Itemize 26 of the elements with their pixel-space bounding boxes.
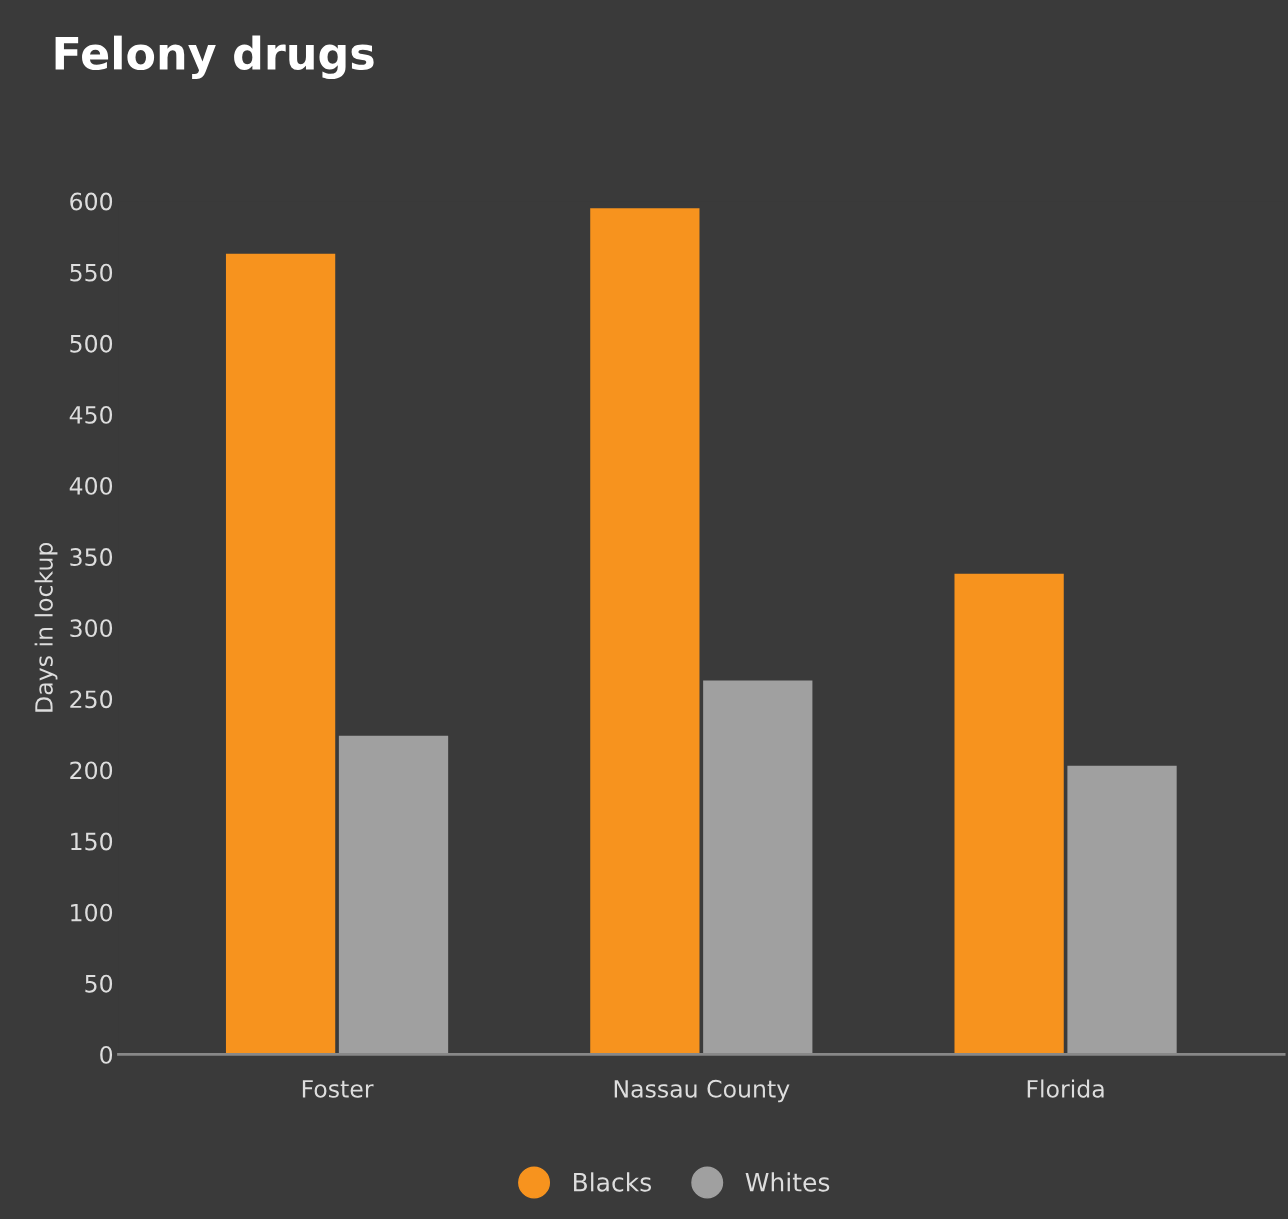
legend-label: Blacks — [574, 1172, 652, 1192]
y-tick-label: 300 — [70, 619, 113, 638]
y-tick-label: 200 — [70, 761, 113, 780]
y-tick-label: 400 — [69, 477, 113, 495]
y-tick-label: 550 — [70, 263, 113, 282]
legend-label: Whites — [745, 1172, 830, 1192]
y-tick-label: 450 — [69, 405, 113, 424]
y-tick-label: 150 — [71, 832, 113, 851]
y-tick-label: 100 — [71, 903, 113, 922]
bar — [1067, 765, 1177, 1055]
y-tick-label: 0 — [100, 1045, 113, 1064]
y-tick-label: 600 — [70, 192, 113, 211]
y-tick-label: 50 — [85, 974, 113, 993]
bar — [703, 680, 813, 1055]
y-tick-label: 250 — [70, 690, 113, 709]
x-tick-label: Foster — [302, 1080, 374, 1098]
x-tick-label: Nassau County — [614, 1079, 790, 1103]
bar — [225, 253, 336, 1055]
y-tick-label: 350 — [70, 548, 113, 566]
chart-title: Felony drugs — [55, 35, 374, 79]
y-axis-title: Days in lockup — [34, 542, 58, 712]
bar — [338, 735, 449, 1055]
bar — [590, 208, 700, 1055]
bar — [954, 573, 1064, 1055]
x-tick-label: Florida — [1027, 1079, 1104, 1098]
y-tick-label: 500 — [70, 334, 113, 353]
